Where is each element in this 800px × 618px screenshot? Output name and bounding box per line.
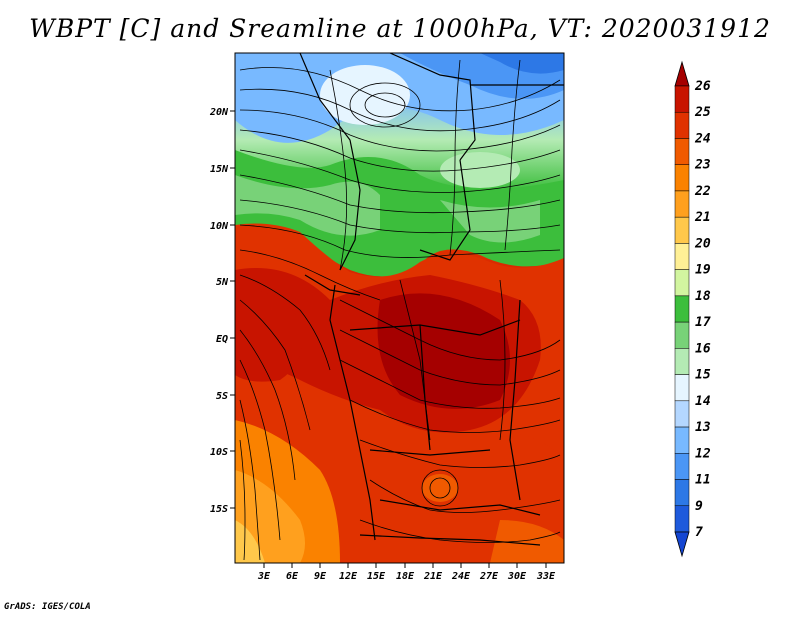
country-borders — [299, 53, 564, 546]
map-title: WBPT [C] and Sreamline at 1000hPa, VT: 2… — [29, 14, 771, 43]
lon-label: 21E — [423, 571, 443, 582]
colorbar-swatch — [674, 216, 690, 244]
colorbar-top-arrow — [674, 60, 690, 87]
colorbar-label: 23 — [694, 158, 711, 173]
colorbar-swatch — [674, 321, 690, 349]
colorbar-label: 14 — [695, 394, 711, 409]
colorbar-swatch — [674, 85, 690, 113]
lat-label: 5S — [216, 391, 228, 402]
colorbar-label: 12 — [695, 446, 711, 461]
lon-label: 9E — [314, 571, 327, 582]
colorbar-label: 13 — [695, 420, 711, 435]
lat-label: EQ — [216, 334, 228, 345]
colorbar-swatch — [674, 111, 690, 139]
colorbar-label: 17 — [695, 315, 711, 330]
colorbar: 26 25 24 23 22 21 20 19 18 17 16 15 14 13 12 11 9 7 — [674, 60, 711, 558]
colorbar-label: 22 — [694, 184, 711, 199]
colorbar-label: 24 — [694, 131, 711, 146]
lat-label: 20N — [209, 107, 229, 118]
wbpt-field — [235, 53, 564, 563]
colorbar-label: 21 — [694, 210, 711, 225]
lon-label: 12E — [339, 571, 358, 582]
colorbar-label: 20 — [694, 236, 711, 251]
colorbar-label: 25 — [694, 105, 711, 120]
colorbar-swatch — [674, 400, 690, 428]
colorbar-swatch — [674, 138, 690, 165]
lon-label: 15E — [367, 571, 386, 582]
lon-label: 30E — [507, 571, 527, 582]
colorbar-label: 9 — [695, 499, 703, 514]
lon-label: 24E — [451, 571, 471, 582]
colorbar-swatch — [674, 164, 690, 192]
colorbar-swatch — [674, 374, 690, 402]
map-frame — [234, 52, 565, 564]
colorbar-label: 16 — [695, 341, 711, 356]
colorbar-swatch — [674, 243, 690, 270]
footer-credit: GrADS: IGES/COLA — [4, 602, 91, 612]
colorbar-label: 26 — [694, 79, 711, 94]
colorbar-swatch — [674, 269, 690, 297]
lon-label: 33E — [536, 571, 556, 582]
lon-label: 18E — [396, 571, 415, 582]
colorbar-bottom-arrow — [674, 531, 690, 558]
lon-label: 6E — [286, 571, 299, 582]
colorbar-label: 18 — [695, 289, 711, 304]
colorbar-swatch — [674, 479, 690, 507]
lon-axis: 3E 6E 9E 12E 15E 18E 21E 24E 27E 30E 33E — [257, 563, 556, 582]
colorbar-swatch — [674, 348, 690, 375]
lat-label: 15S — [210, 504, 228, 515]
colorbar-swatch — [674, 453, 690, 480]
colorbar-label: 19 — [695, 263, 711, 278]
colorbar-label: 15 — [695, 368, 711, 383]
lon-label: 27E — [479, 571, 499, 582]
lat-label: 5N — [216, 277, 229, 288]
lat-label: 15N — [210, 164, 229, 175]
lon-label: 3E — [257, 571, 271, 582]
lat-label: 10S — [210, 447, 228, 458]
lat-label: 10N — [210, 221, 229, 232]
colorbar-swatch — [674, 505, 690, 533]
colorbar-swatch — [674, 426, 690, 454]
streamlines — [239, 59, 561, 561]
colorbar-swatch — [674, 190, 690, 218]
colorbar-swatch — [674, 295, 690, 323]
colorbar-label: 11 — [695, 473, 711, 488]
colorbar-label: 7 — [695, 525, 703, 540]
lat-axis: 20N 15N 10N 5N EQ 5S 10S 15S — [209, 107, 235, 515]
